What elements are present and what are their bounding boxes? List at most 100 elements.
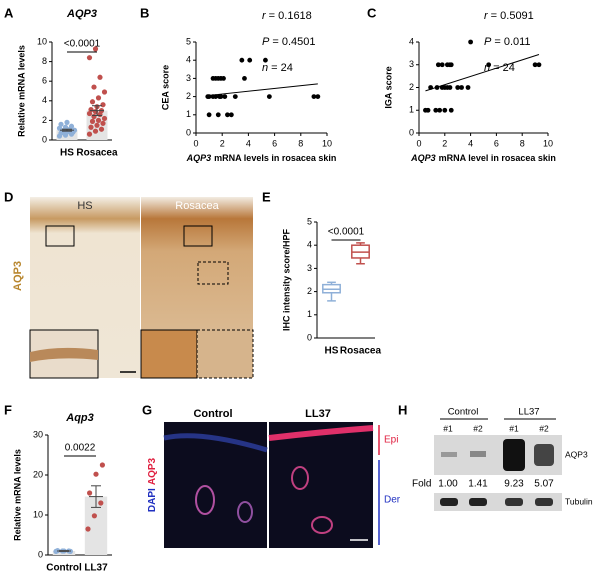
panel-letter: A [4,5,14,20]
data-point [447,85,453,90]
data-point [536,62,542,68]
x-tick-label: 2 [220,138,225,148]
x-tick-label: 8 [298,138,303,148]
data-point [101,115,108,122]
if-images: G Control LL37 DAPI AQP3 Epi Der [142,402,401,548]
chart-title: AQP3 [66,8,97,20]
group-label: LL37 [518,407,539,418]
data-point [56,125,63,131]
stat-value: = 24 [493,62,515,74]
blot [434,493,562,511]
stat: P = 0.011 [484,36,531,48]
y-tick-label: 10 [37,36,47,46]
stat: P = 0.4501 [262,36,315,48]
inset-box [183,225,213,247]
data-point [442,107,448,113]
fold-value: 1.00 [438,479,458,490]
x-axis-label: AQP3 mRNA levels in rosacea skin [186,153,337,163]
data-point [448,107,454,113]
data-point [88,124,94,130]
band [469,498,487,506]
image-label: LL37 [305,408,331,420]
inset-box [197,261,229,285]
data-point [89,99,96,105]
data-point [92,46,99,52]
data-point [92,128,99,134]
band [440,498,458,506]
y-tick-label: 5 [307,216,312,226]
stain-aqp3: AQP3 [147,457,158,485]
ihc-images: D HS Rosacea AQP3 [4,189,254,379]
inset-layer [30,347,98,362]
layer-label: Epi [384,435,398,446]
panel-letter: G [142,402,152,417]
image-label: Rosacea [175,200,219,212]
x-tick-label: 0 [416,138,421,148]
y-tick-label: 3 [409,59,414,69]
data-point [88,107,94,113]
x-axis-text: mRNA levels in rosacea skin [214,153,336,163]
stat-symbol: r [262,10,267,22]
y-tick-label: 2 [307,286,312,296]
y-tick-label: 8 [42,56,47,66]
x-tick-label: LL37 [84,563,108,573]
x-tick-label: 6 [272,138,277,148]
data-point [448,62,454,68]
error-bar [60,128,74,132]
epidermis [268,425,374,441]
y-tick-label: 0 [307,332,312,342]
data-point [459,85,464,90]
western-blot: H Control LL37 #1 #2 #1 #2 AQP3 Fold 1.0… [398,402,593,511]
data-point [87,490,93,496]
stat-symbol: n [484,62,490,74]
epidermis [163,433,268,453]
data-point [206,112,212,118]
data-point [86,110,93,117]
data-point [99,462,105,468]
data-point [242,76,247,81]
data-point [266,94,272,99]
data-point [425,107,431,113]
data-point [95,95,102,101]
data-point [218,94,224,99]
x-axis-label: AQP3 mRNA level in rosacea skin [410,153,556,163]
error-bar [57,550,71,552]
data-point [101,89,108,95]
y-tick-label: 5 [186,36,191,46]
data-point [93,471,99,477]
data-point [97,74,103,80]
x-tick-label: 10 [322,138,332,148]
data-point [221,76,226,81]
stat-symbol: P [484,36,492,48]
band [535,498,553,506]
y-tick-label: 4 [409,36,414,46]
data-point [58,121,64,127]
error-bar [90,105,104,116]
error-bar [89,485,103,508]
stat: n = 24 [484,62,515,74]
data-point [239,57,245,63]
data-point [435,62,441,68]
data-point [213,94,219,99]
stain-label: AQP3 [12,261,24,291]
data-point [263,57,268,63]
y-tick-label: 2 [409,82,414,92]
panel-letter: C [367,5,377,20]
lane-label: #1 [509,423,519,433]
data-point [71,127,78,133]
data-point [98,126,105,132]
y-axis-label: IHC intensity score/HPF [281,228,291,331]
x-tick-label: Control [46,563,82,573]
data-point [225,112,230,118]
data-point [455,85,461,90]
y-axis-label: CEA score [160,65,170,110]
x-tick-label: 6 [494,138,499,148]
data-point [433,107,439,113]
data-point [247,57,253,63]
p-value: <0.0001 [328,227,365,238]
y-tick-label: 0 [42,134,47,144]
data-point [86,55,93,61]
panel-letter: F [4,402,12,417]
lane-label: #1 [443,423,453,433]
band [503,439,525,471]
